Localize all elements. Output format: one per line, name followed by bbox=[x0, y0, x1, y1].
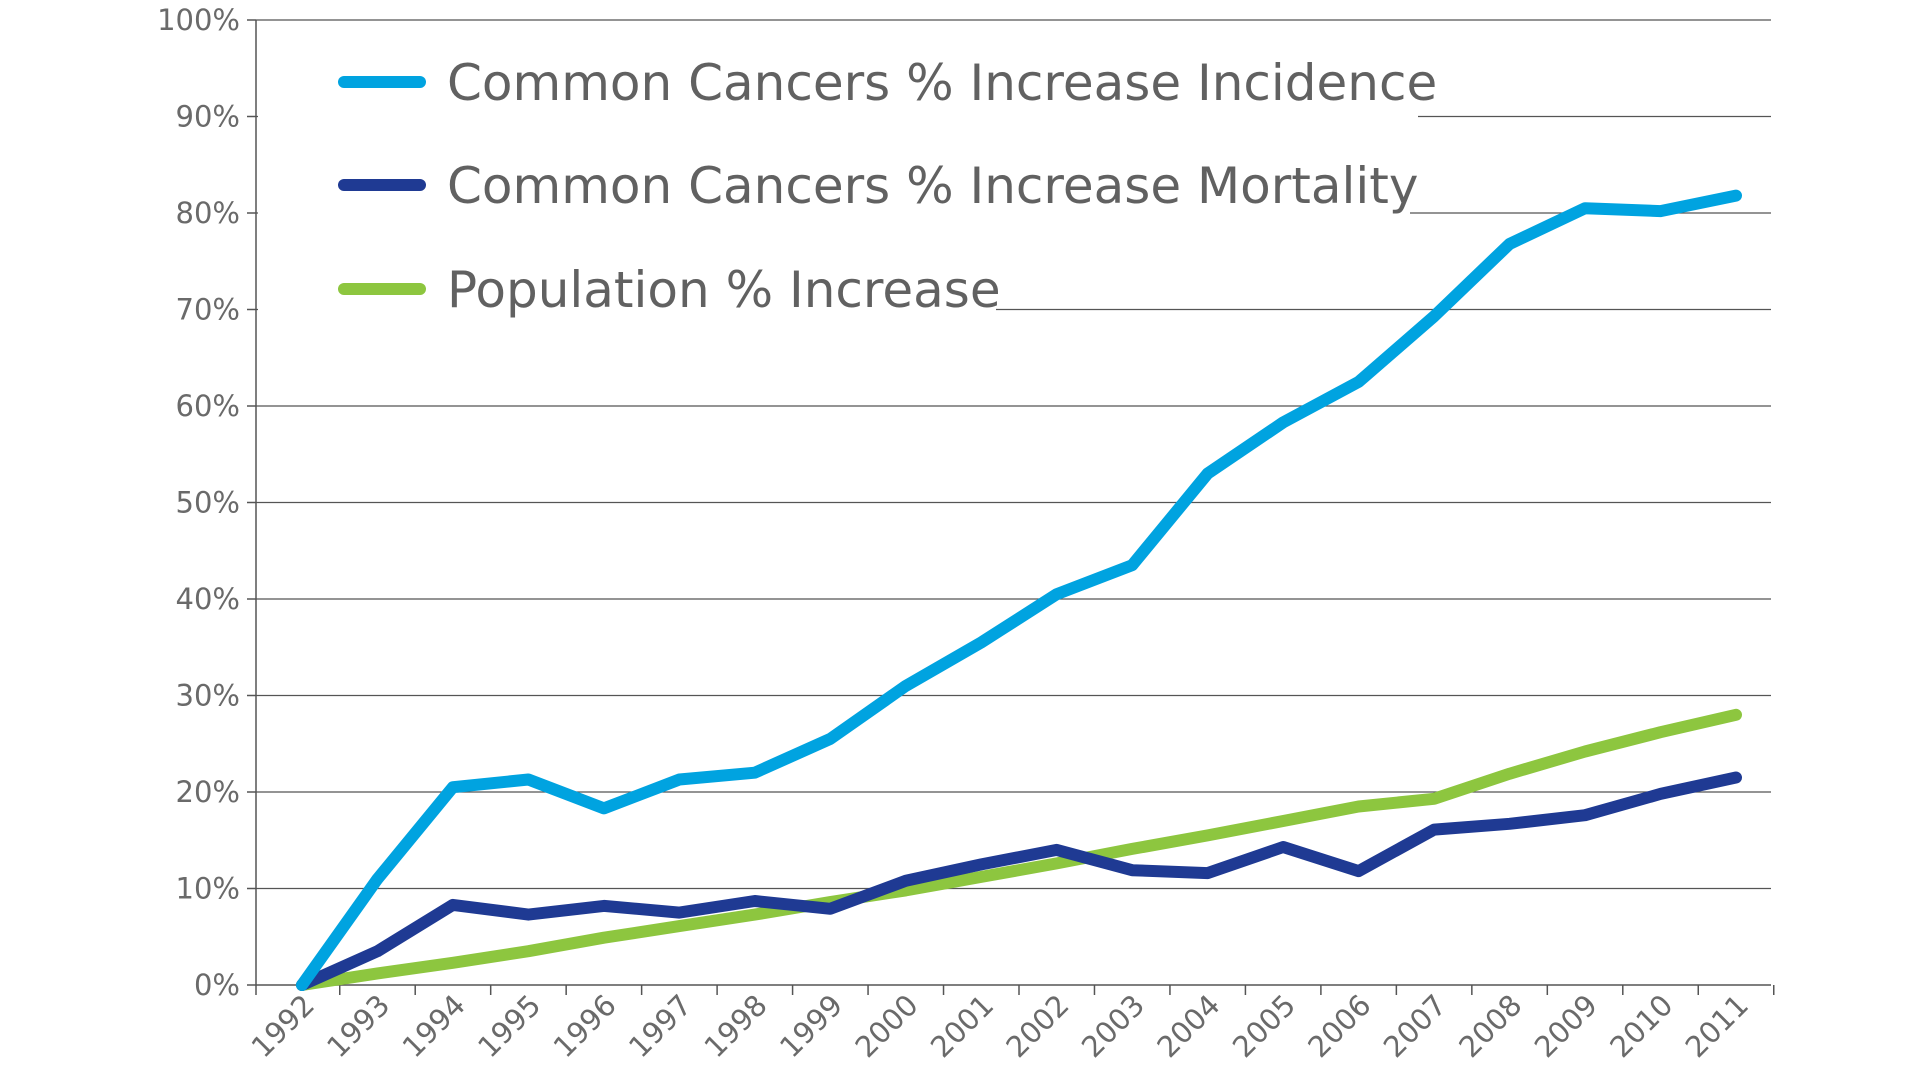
y-tick-label: 20% bbox=[176, 775, 240, 809]
x-tick-label: 1993 bbox=[320, 988, 396, 1064]
x-tick-label: 1999 bbox=[773, 988, 849, 1064]
x-tick-label: 1995 bbox=[471, 988, 547, 1064]
series-lines bbox=[296, 189, 1742, 991]
legend-label: Common Cancers % Increase Incidence bbox=[447, 54, 1437, 112]
y-tick-label: 40% bbox=[176, 582, 240, 616]
x-tick-label: 2011 bbox=[1679, 988, 1755, 1064]
y-tick-label: 0% bbox=[194, 968, 240, 1002]
series-line bbox=[296, 771, 1742, 991]
legend-backdrop bbox=[258, 38, 1418, 134]
legend-label: Population % Increase bbox=[447, 261, 1001, 319]
x-tick-label: 2000 bbox=[849, 988, 925, 1064]
x-tick-label: 2003 bbox=[1075, 988, 1151, 1064]
x-tick-label: 2007 bbox=[1377, 988, 1453, 1064]
x-tick-label: 2004 bbox=[1150, 988, 1226, 1064]
x-tick-label: 2001 bbox=[924, 988, 1000, 1064]
x-tick-label: 2002 bbox=[999, 988, 1075, 1064]
y-tick-label: 10% bbox=[176, 872, 240, 906]
x-tick-label: 1992 bbox=[245, 988, 321, 1064]
y-tick-label: 80% bbox=[176, 196, 240, 230]
legend-backdrop bbox=[258, 141, 1410, 237]
x-tick-label: 2006 bbox=[1301, 988, 1377, 1064]
x-tick-label: 1997 bbox=[622, 988, 698, 1064]
y-tick-label: 100% bbox=[157, 3, 240, 37]
x-tick-label: 2008 bbox=[1452, 988, 1528, 1064]
x-tick-label: 1994 bbox=[396, 988, 472, 1064]
x-tick-label: 1998 bbox=[698, 988, 774, 1064]
y-tick-label: 70% bbox=[176, 293, 240, 327]
series-line bbox=[296, 189, 1742, 991]
y-tick-label: 30% bbox=[176, 679, 240, 713]
y-tick-label: 50% bbox=[176, 486, 240, 520]
x-tick-label: 2010 bbox=[1603, 988, 1679, 1064]
x-tick-label: 2005 bbox=[1226, 988, 1302, 1064]
y-tick-label: 60% bbox=[176, 389, 240, 423]
y-tick-label: 90% bbox=[176, 100, 240, 134]
legend: Common Cancers % Increase Incidence Commo… bbox=[258, 38, 1437, 341]
series-line bbox=[296, 708, 1742, 991]
legend-label: Common Cancers % Increase Mortality bbox=[447, 157, 1418, 215]
x-tick-label: 1996 bbox=[547, 988, 623, 1064]
x-tick-label: 2009 bbox=[1528, 988, 1604, 1064]
